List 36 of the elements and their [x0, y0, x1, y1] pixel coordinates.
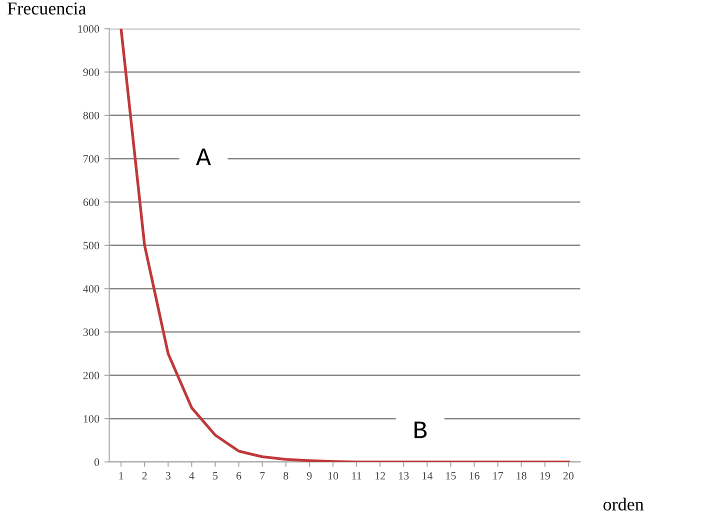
x-tick-label: 5	[213, 472, 218, 480]
y-tick-label: 1000	[78, 25, 100, 33]
x-tick-label: 8	[284, 472, 288, 480]
y-axis-title: Frecuencia	[8, 2, 86, 15]
x-tick-label: 11	[352, 472, 362, 480]
x-tick-label: 7	[260, 472, 265, 480]
annotation: A	[196, 148, 211, 166]
x-tick-label: 1	[119, 472, 124, 480]
y-tick-label: 100	[84, 415, 100, 423]
annotation: B	[414, 422, 427, 438]
x-tick-label: 10	[328, 472, 338, 480]
y-tick-label: 500	[84, 242, 100, 250]
x-tick-label: 19	[540, 472, 550, 480]
x-tick-label: 9	[307, 472, 312, 480]
x-tick-label: 16	[470, 472, 480, 480]
x-tick-label: 17	[493, 472, 504, 480]
x-tick-label: 14	[422, 472, 433, 480]
x-tick-label: 20	[563, 472, 574, 480]
y-tick-label: 900	[83, 68, 100, 76]
x-tick-label: 6	[236, 472, 242, 480]
x-tick-label: 2	[142, 472, 147, 480]
y-tick-label: 600	[83, 198, 100, 206]
x-tick-label: 13	[399, 472, 409, 480]
x-tick-label: 15	[446, 472, 456, 480]
x-tick-label: 3	[166, 472, 170, 480]
x-tick-label: 12	[375, 472, 386, 480]
line-series	[120, 28, 570, 462]
y-tick-label: 0	[94, 458, 100, 466]
y-tick-label: 200	[83, 372, 100, 380]
y-tick-label: 400	[83, 285, 100, 293]
y-tick-label: 700	[84, 155, 100, 163]
x-tick-label: 4	[189, 472, 194, 480]
x-axis-title: orden	[603, 498, 644, 510]
x-tick-label: 18	[516, 472, 526, 480]
y-tick-label: 300	[83, 328, 100, 336]
y-tick-label: 800	[83, 112, 100, 120]
